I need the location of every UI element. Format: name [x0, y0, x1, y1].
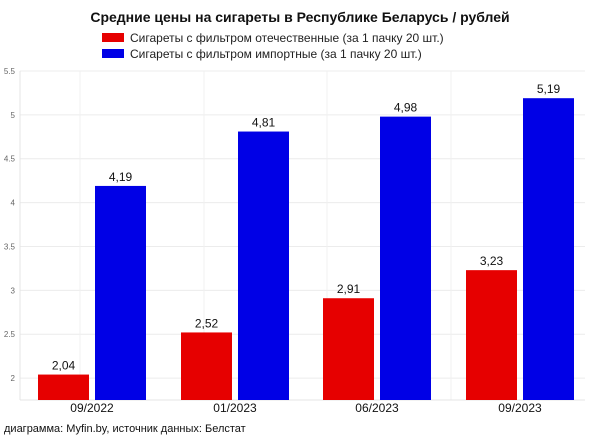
data-label: 2,52 — [195, 316, 219, 330]
legend-label-domestic: Сигареты с фильтром отечественные (за 1 … — [130, 31, 444, 45]
legend-label-imported: Сигареты с фильтром импортные (за 1 пачк… — [130, 47, 422, 61]
source-note: диаграмма: Myfin.by, источник данных: Бе… — [4, 423, 246, 435]
y-tick-label: 2 — [11, 374, 16, 383]
y-tick-label: 3.5 — [4, 242, 16, 251]
y-tick-label: 5 — [11, 111, 16, 120]
bar-imported-09-2023 — [523, 98, 574, 401]
y-tick-label: 4.5 — [4, 155, 16, 164]
x-tick-label: 09/2023 — [498, 401, 542, 415]
bar-imported-01-2023 — [238, 131, 289, 400]
data-label: 3,23 — [480, 254, 504, 268]
bar-domestic-06-2023 — [323, 298, 374, 400]
x-tick-label: 09/2022 — [70, 401, 114, 415]
x-tick-label: 01/2023 — [213, 401, 257, 415]
bar-imported-09-2022 — [95, 185, 146, 400]
data-label: 5,19 — [537, 82, 561, 96]
bar-domestic-09-2023 — [466, 270, 517, 400]
data-label: 4,19 — [109, 170, 133, 184]
bar-domestic-01-2023 — [181, 332, 232, 400]
data-label: 4,81 — [252, 116, 276, 130]
y-tick-label: 4 — [11, 199, 16, 208]
y-tick-label: 5.5 — [4, 67, 16, 76]
data-label: 4,98 — [394, 101, 418, 115]
legend-swatch-domestic — [102, 33, 124, 42]
chart-title: Средние цены на сигареты в Республике Бе… — [90, 9, 509, 25]
legend-swatch-imported — [102, 49, 124, 58]
x-tick-label: 06/2023 — [355, 401, 399, 415]
data-label: 2,91 — [337, 282, 361, 296]
bar-imported-06-2023 — [380, 116, 431, 400]
bar-domestic-09-2022 — [38, 374, 89, 400]
legend: Сигареты с фильтром отечественные (за 1 … — [102, 31, 444, 61]
y-tick-label: 2.5 — [4, 330, 16, 339]
data-label: 2,04 — [52, 359, 76, 373]
y-tick-label: 3 — [11, 286, 16, 295]
